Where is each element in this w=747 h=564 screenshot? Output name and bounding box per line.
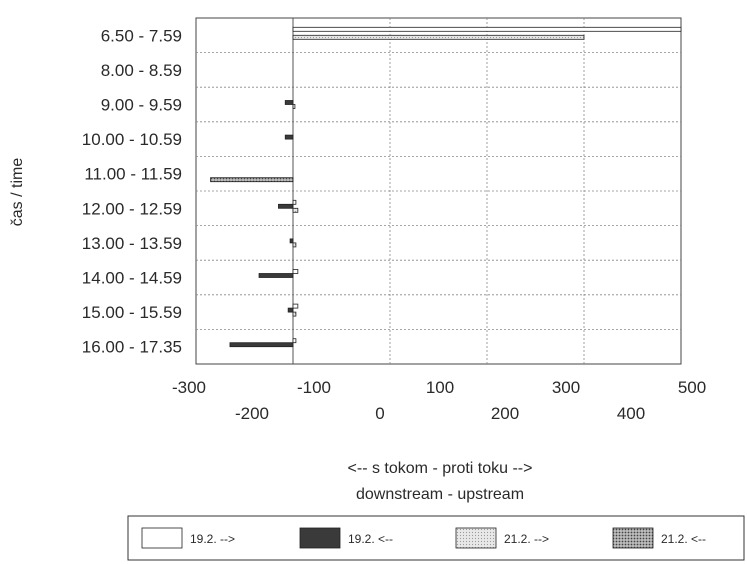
bar <box>292 242 297 248</box>
legend-label: 21.2. <-- <box>661 532 706 546</box>
bar <box>292 338 297 344</box>
bar <box>292 26 682 32</box>
category-label: 8.00 - 8.59 <box>101 61 182 80</box>
x-tick-labels: -300 -100 100 300 500 -200 0 200 400 <box>172 378 706 423</box>
legend-swatch <box>141 527 183 549</box>
bar-marks <box>210 26 682 348</box>
x-tick-label: 100 <box>426 378 454 397</box>
x-axis-title-line2: downstream - upstream <box>356 486 524 503</box>
bar <box>292 104 296 109</box>
category-label: 16.00 - 17.35 <box>82 338 182 357</box>
bar <box>258 273 294 278</box>
x-tick-label: -100 <box>297 378 331 397</box>
category-label: 10.00 - 10.59 <box>82 130 182 149</box>
bar <box>284 100 294 105</box>
bar <box>229 342 294 348</box>
category-label: 15.00 - 15.59 <box>82 303 182 322</box>
x-tick-label: 500 <box>678 378 706 397</box>
bar <box>292 34 585 40</box>
category-labels: 6.50 - 7.59 8.00 - 8.59 9.00 - 9.59 10.00 -… <box>82 26 182 356</box>
bar <box>292 269 299 274</box>
x-tick-label: 400 <box>617 404 645 423</box>
category-label: 13.00 - 13.59 <box>82 234 182 253</box>
bar <box>278 203 294 209</box>
x-tick-label: 200 <box>491 404 519 423</box>
category-label: 11.00 - 11.59 <box>84 165 182 184</box>
legend-label: 19.2. --> <box>190 532 235 546</box>
category-label: 12.00 - 12.59 <box>82 199 182 218</box>
x-tick-label: -300 <box>172 378 206 397</box>
legend-label: 19.2. <-- <box>348 532 393 546</box>
x-tick-label: 300 <box>552 378 580 397</box>
bar <box>289 238 294 244</box>
x-tick-label: 0 <box>375 404 384 423</box>
bar <box>284 134 294 140</box>
legend: 19.2. --> 19.2. <-- 21.2. --> 21.2. <-- <box>127 515 745 561</box>
category-label: 6.50 - 7.59 <box>101 26 182 45</box>
bar <box>292 303 299 309</box>
bar <box>287 307 294 313</box>
category-label: 9.00 - 9.59 <box>101 96 182 115</box>
category-label: 14.00 - 14.59 <box>82 269 182 288</box>
y-axis-title: čas / time <box>9 158 26 227</box>
x-axis-title-line1: <-- s tokom - proti toku --> <box>348 460 533 477</box>
legend-swatch <box>455 527 497 549</box>
bar <box>292 199 297 205</box>
legend-swatch <box>299 527 341 549</box>
bar <box>210 177 294 183</box>
x-tick-label: -200 <box>235 404 269 423</box>
legend-label: 21.2. --> <box>504 532 549 546</box>
bar <box>292 207 299 213</box>
legend-swatch <box>612 527 654 549</box>
bar <box>292 311 297 317</box>
